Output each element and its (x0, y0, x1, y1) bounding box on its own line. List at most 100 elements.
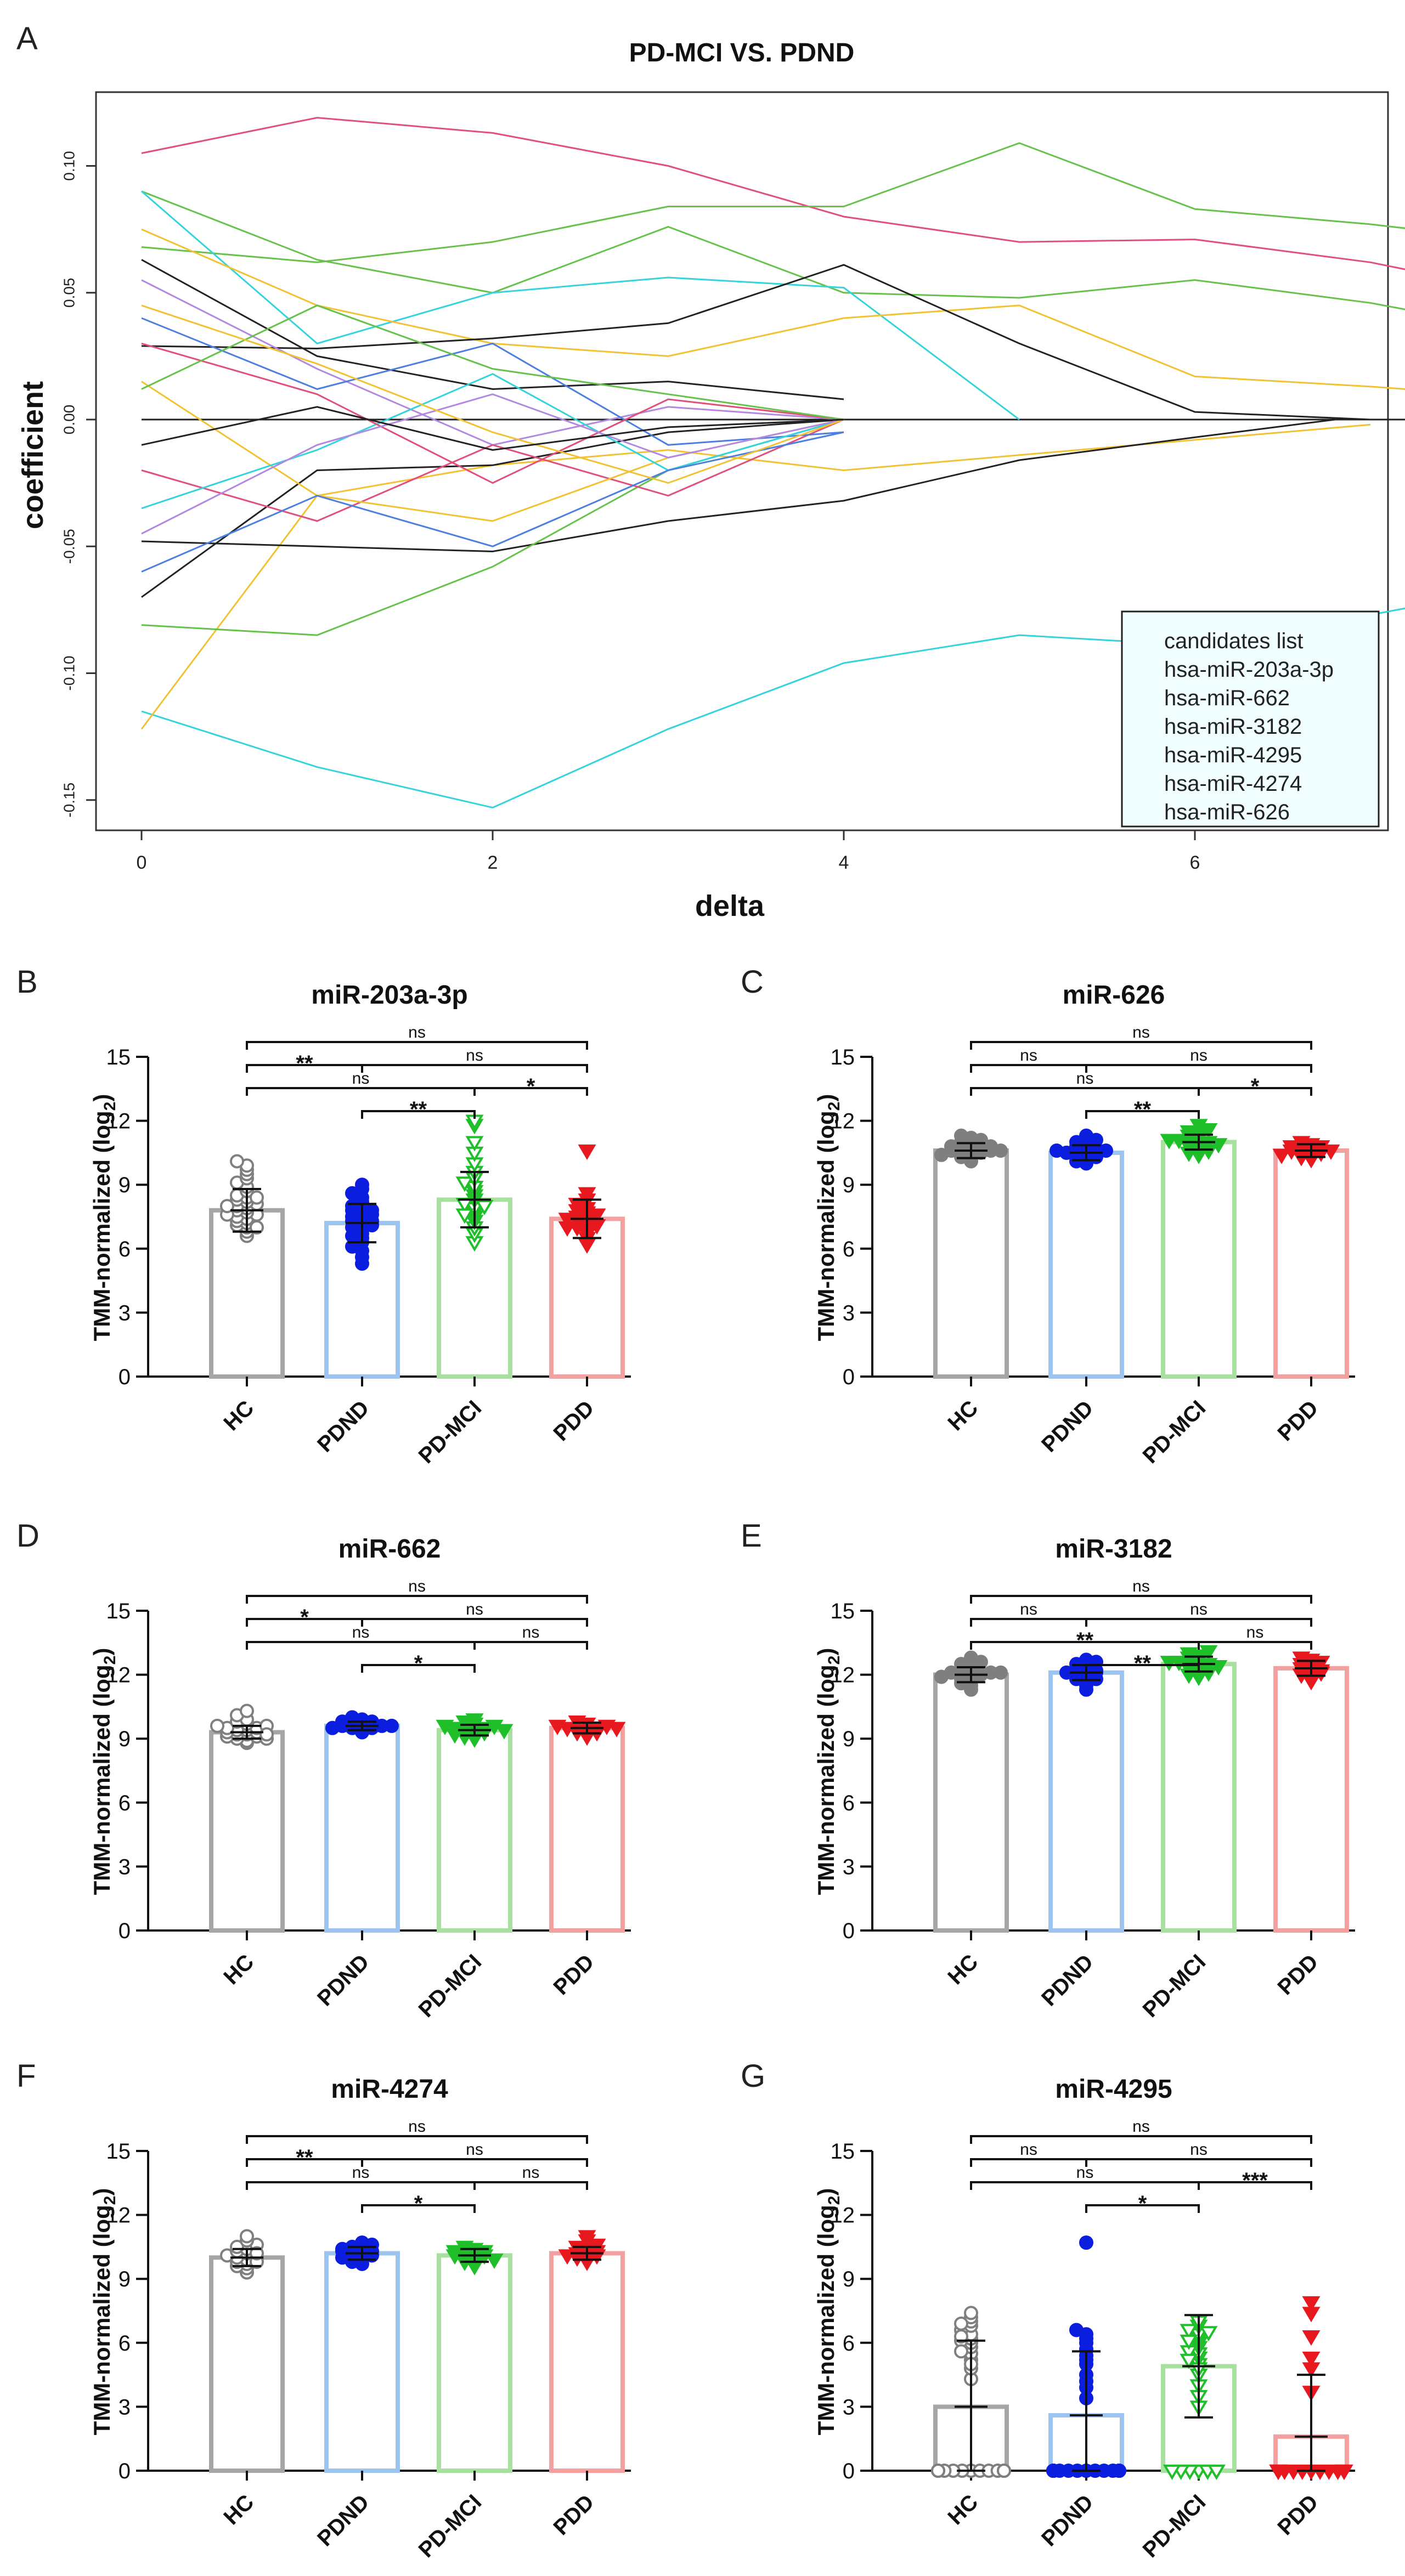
data-point (250, 1190, 264, 1205)
y-axis-label-a: coefficient (16, 381, 49, 529)
significance-label: ns (1190, 1046, 1207, 1065)
data-point (1079, 2235, 1093, 2250)
data-point (934, 1147, 949, 1162)
x-tick-label-a: 0 (137, 852, 147, 873)
y-axis-label-close: ) (89, 2188, 115, 2196)
significance-label: ns (408, 1023, 426, 1041)
significance-label: ns (1076, 2164, 1094, 2182)
significance-bracket (246, 1041, 588, 1050)
y-axis-label-close: ) (813, 1094, 839, 1102)
data-point (934, 1669, 949, 1684)
series-line-a (141, 406, 844, 451)
data-point (1180, 1647, 1198, 1663)
series-line-a (140, 423, 1371, 730)
y-tick-label-a: 0.05 (60, 278, 77, 308)
data-point (345, 1228, 359, 1243)
significance-label: ** (296, 2145, 313, 2170)
y-tick-label: 0 (119, 1919, 131, 1943)
data-point (1189, 1119, 1208, 1135)
data-point (1163, 2464, 1181, 2480)
bar (1273, 1148, 1349, 1379)
significance-bracket (1085, 2158, 1312, 2167)
y-tick-label: 15 (106, 2139, 131, 2164)
data-point (240, 2229, 254, 2244)
chart-title-a: PD-MCI VS. PDND (629, 38, 855, 67)
significance-label: ns (1020, 2141, 1037, 2159)
legend-item-a: hsa-miR-626 (1164, 800, 1290, 824)
y-axis-label-main: TMM-normalized (log (89, 1665, 115, 1895)
significance-label: *** (1242, 2169, 1268, 2193)
data-point (1302, 2296, 1321, 2312)
chart-title-prefix: miR- (331, 2075, 390, 2104)
significance-label: ns (1020, 1046, 1037, 1065)
x-tick-label: HC (943, 1396, 983, 1435)
data-point (931, 2464, 945, 2478)
x-tick-label: PDND (313, 2490, 374, 2551)
chart-title-prefix: miR- (1063, 981, 1121, 1010)
series-line-a (141, 393, 844, 535)
significance-label: ns (466, 2141, 483, 2159)
legend-item-a: hsa-miR-4295 (1164, 743, 1302, 767)
x-tick-label: PDD (549, 1396, 599, 1446)
x-tick-label: PDD (1273, 1396, 1323, 1446)
y-tick-label: 6 (119, 1791, 131, 1815)
y-axis-label: TMM-normalized (log2) (89, 2188, 119, 2436)
x-tick-label: HC (943, 1950, 983, 1989)
y-tick-label: 12 (831, 1109, 855, 1134)
x-tick-label: PD-MCI (414, 1396, 487, 1468)
y-axis-label-main: TMM-normalized (log (89, 1111, 115, 1341)
y-tick-label: 12 (106, 2204, 131, 2228)
y-axis-label-main: TMM-normalized (log (813, 2205, 839, 2435)
bar (1048, 1150, 1124, 1379)
y-axis-label: TMM-normalized (log2) (813, 1648, 843, 1895)
y-axis-label-close: ) (813, 2188, 839, 2196)
data-point (548, 1719, 567, 1735)
y-axis-label-subscript: 2 (825, 1102, 843, 1111)
data-point (578, 1144, 596, 1160)
y-tick-label: 6 (843, 2331, 855, 2356)
y-tick-label: 15 (831, 2139, 855, 2164)
data-point (1180, 1125, 1198, 1141)
y-tick-label: 6 (843, 1237, 855, 1261)
data-point (365, 1203, 379, 1218)
significance-bracket (970, 1618, 1087, 1627)
x-tick-label: PDND (1037, 1950, 1098, 2011)
significance-label: ns (466, 1600, 483, 1618)
significance-bracket (1198, 1087, 1312, 1096)
significance-label: * (300, 1605, 309, 1629)
data-point (1069, 2323, 1084, 2337)
significance-bracket (1085, 1110, 1200, 1119)
bar (1161, 1662, 1237, 1933)
significance-label: * (1251, 1074, 1260, 1099)
y-axis-label: TMM-normalized (log2) (813, 2188, 843, 2436)
y-tick-label: 15 (831, 1599, 855, 1623)
significance-label: ns (1246, 1623, 1264, 1641)
data-point (558, 1221, 577, 1237)
significance-bracket (361, 2204, 476, 2213)
y-tick-label: 12 (831, 2204, 855, 2228)
series-line-a (141, 418, 1336, 553)
y-axis-label-subscript: 2 (101, 2196, 119, 2205)
y-tick-label: 12 (106, 1109, 131, 1134)
panel-label: B (16, 964, 38, 1000)
significance-label: ns (352, 1623, 370, 1641)
data-point (1180, 2353, 1198, 2369)
y-tick-label: 9 (119, 1173, 131, 1197)
series-line-a (141, 190, 1020, 421)
data-point (1292, 1651, 1311, 1667)
y-tick-label: 12 (831, 1663, 855, 1688)
bar (933, 1148, 1009, 1379)
bar (1161, 1140, 1237, 1379)
y-axis-label-main: TMM-normalized (log (89, 2205, 115, 2435)
data-point (445, 2245, 464, 2261)
significance-bracket (473, 1641, 588, 1650)
significance-label: ns (408, 2118, 426, 2136)
chart-title-suffix: 662 (397, 1535, 441, 1564)
series-line-a (141, 264, 1371, 421)
y-axis-label: TMM-normalized (log2) (89, 1648, 119, 1895)
legend-item-a: hsa-miR-203a-3p (1164, 658, 1334, 682)
x-axis-label-a: delta (695, 890, 765, 922)
significance-bracket (246, 1641, 476, 1650)
significance-bracket (361, 2158, 588, 2167)
x-tick-label-a: 4 (839, 852, 849, 873)
